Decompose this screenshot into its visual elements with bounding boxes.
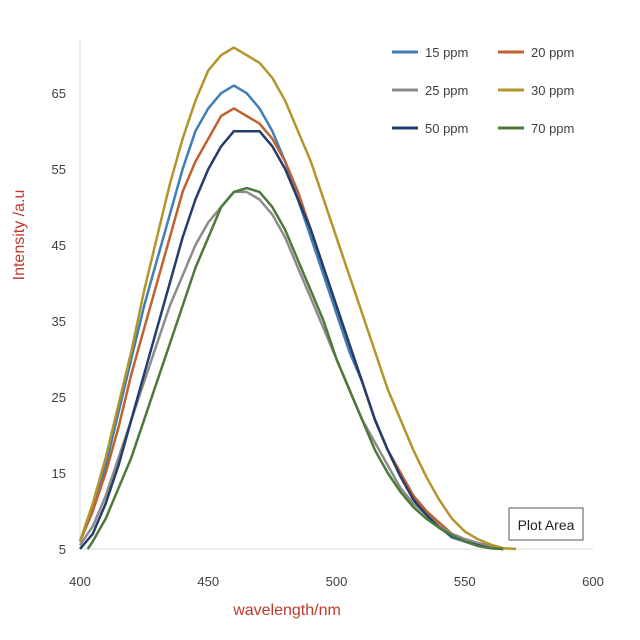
y-tick-label: 25	[52, 390, 66, 405]
legend-label: 70 ppm	[531, 121, 574, 136]
y-tick-label: 15	[52, 466, 66, 481]
y-tick-label: 65	[52, 86, 66, 101]
x-tick-label: 550	[454, 574, 476, 589]
series-lines	[78, 46, 517, 551]
x-tick-label: 450	[197, 574, 219, 589]
plot-area-tooltip: Plot Area	[508, 507, 584, 541]
y-tick-label: 35	[52, 314, 66, 329]
legend-label: 20 ppm	[531, 45, 574, 60]
series-line-50-ppm	[79, 129, 504, 551]
tooltip-label: Plot Area	[518, 517, 575, 533]
y-tick-label: 55	[52, 162, 66, 177]
legend-label: 50 ppm	[425, 121, 468, 136]
x-tick-label: 400	[69, 574, 91, 589]
series-line-15-ppm	[78, 84, 504, 551]
x-axis-title: wavelength/nm	[232, 602, 341, 619]
y-tick-label: 5	[59, 542, 66, 557]
y-tick-label: 45	[52, 238, 66, 253]
legend-label: 15 ppm	[425, 45, 468, 60]
y-axis-title: Intensity /a.u	[11, 190, 28, 281]
series-line-30-ppm	[78, 46, 517, 551]
x-tick-labels: 400 450 500 550 600	[69, 574, 604, 589]
x-tick-label: 500	[326, 574, 348, 589]
series-line-20-ppm	[78, 107, 504, 551]
legend-label: 25 ppm	[425, 83, 468, 98]
legend-label: 30 ppm	[531, 83, 574, 98]
axes	[79, 40, 593, 550]
series-line-70-ppm	[86, 186, 504, 551]
tooltip-box	[508, 507, 584, 541]
x-tick-label: 600	[582, 574, 604, 589]
y-tick-labels: 5 15 25 35 45 55 65	[52, 86, 66, 557]
legend: 15 ppm 20 ppm 25 ppm 30 ppm 50 ppm 70 ppm	[392, 45, 574, 136]
